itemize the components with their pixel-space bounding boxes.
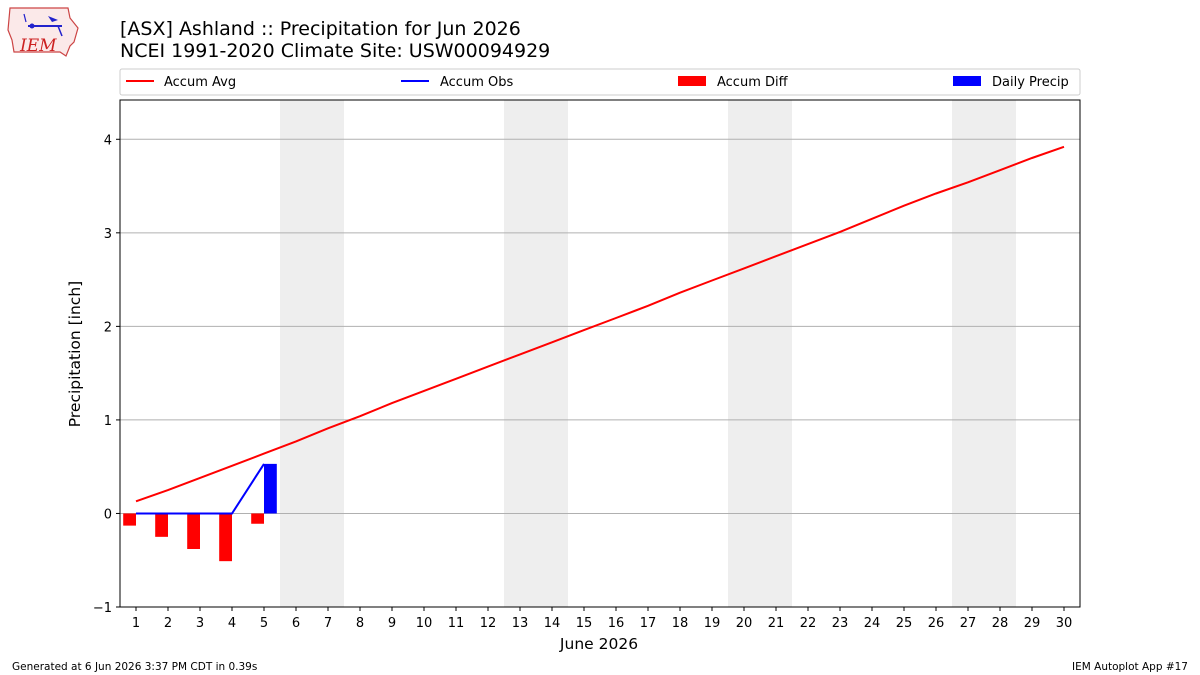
accum-diff-bar-1	[123, 513, 136, 526]
legend-label-daily-precip: Daily Precip	[992, 75, 1069, 90]
lines	[135, 145, 1065, 515]
y-tick-label: 1	[104, 414, 112, 429]
x-tick-label: 4	[228, 616, 236, 631]
weekend-shading	[280, 100, 1016, 607]
weekend-band-20	[728, 100, 760, 607]
bars	[123, 463, 277, 562]
weekend-band-21	[760, 100, 792, 607]
x-tick-label: 19	[704, 616, 721, 631]
x-tick-label: 28	[992, 616, 1009, 631]
chart-title: [ASX] Ashland :: Precipitation for Jun 2…	[120, 18, 521, 40]
x-tick-label: 12	[480, 616, 497, 631]
x-tick-label: 3	[196, 616, 204, 631]
x-tick-label: 27	[960, 616, 977, 631]
x-tick-label: 16	[608, 616, 625, 631]
legend-swatch-accum-diff	[678, 76, 706, 86]
accum-diff-bar-2	[155, 513, 168, 537]
grid	[120, 138, 1080, 608]
x-tick-label: 9	[388, 616, 396, 631]
footer-app: IEM Autoplot App #17	[1072, 661, 1188, 673]
weekend-band-6	[280, 100, 312, 607]
weekend-band-27	[952, 100, 984, 607]
x-tick-label: 14	[544, 616, 561, 631]
x-tick-label: 2	[164, 616, 172, 631]
legend-swatch-daily-precip	[953, 76, 981, 86]
x-tick-label: 13	[512, 616, 529, 631]
x-tick-label: 26	[928, 616, 945, 631]
y-tick-label: 0	[104, 507, 112, 522]
legend-label-accum-avg: Accum Avg	[164, 75, 236, 90]
x-tick-label: 6	[292, 616, 300, 631]
series-line-accum-obs	[136, 463, 265, 515]
legend: Accum Avg Accum Obs Accum Diff Daily Pre…	[119, 68, 1081, 96]
x-tick-label: 18	[672, 616, 689, 631]
y-tick-label: 3	[104, 227, 112, 242]
weekend-band-28	[984, 100, 1016, 607]
y-tick-label: 4	[104, 133, 112, 148]
daily-precip-bar-5	[264, 463, 277, 514]
series-line-accum-avg	[135, 145, 1065, 503]
y-tick-label: 2	[104, 320, 112, 335]
x-tick-label: 7	[324, 616, 332, 631]
x-tick-label: 1	[132, 616, 140, 631]
x-tick-label: 8	[356, 616, 364, 631]
x-tick-label: 10	[416, 616, 433, 631]
legend-label-accum-obs: Accum Obs	[440, 75, 513, 90]
plot-frame	[119, 99, 1081, 608]
accum-diff-bar-5	[251, 513, 264, 524]
accum-diff-bar-3	[187, 513, 200, 550]
footer-generated: Generated at 6 Jun 2026 3:37 PM CDT in 0…	[12, 661, 257, 673]
x-tick-label: 17	[640, 616, 657, 631]
x-axis-ticks: 1 2 3 4 5 6 7 8 9 10 11 12 13 14 15 16 17 18 19 20 21 22 23 24 2…	[132, 607, 1072, 631]
legend-frame	[119, 68, 1081, 96]
x-tick-label: 11	[448, 616, 465, 631]
iem-logo: IEM	[7, 7, 79, 57]
chart-subtitle: NCEI 1991-2020 Climate Site: USW00094929	[120, 40, 550, 62]
x-tick-label: 24	[864, 616, 881, 631]
x-tick-label: 15	[576, 616, 593, 631]
x-tick-label: 29	[1024, 616, 1041, 631]
x-tick-label: 30	[1056, 616, 1073, 631]
legend-label-accum-diff: Accum Diff	[717, 75, 789, 90]
accum-diff-bar-4	[219, 513, 232, 562]
y-axis-label: Precipitation [inch]	[66, 281, 84, 427]
x-tick-label: 20	[736, 616, 753, 631]
x-tick-label: 5	[260, 616, 268, 631]
x-tick-label: 21	[768, 616, 785, 631]
y-tick-label: −1	[93, 601, 112, 616]
weekend-band-7	[312, 100, 344, 607]
x-tick-label: 22	[800, 616, 817, 631]
weekend-band-14	[536, 100, 568, 607]
x-axis-label: June 2026	[559, 635, 638, 653]
x-tick-label: 23	[832, 616, 849, 631]
y-axis-ticks: −1 0 1 2 3 4	[93, 133, 120, 616]
logo-text: IEM	[19, 36, 57, 56]
x-tick-label: 25	[896, 616, 913, 631]
